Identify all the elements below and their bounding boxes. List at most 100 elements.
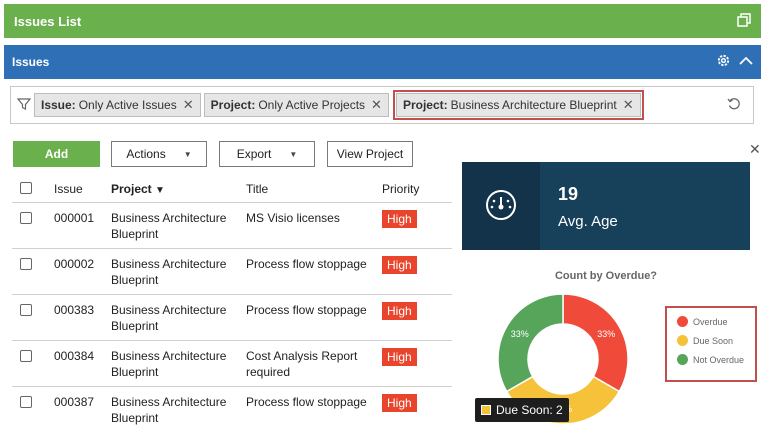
remove-filter-close-icon[interactable]: ✕	[182, 97, 194, 112]
filter-bar: Issue: Only Active Issues ✕ Project: Onl…	[10, 86, 754, 124]
filter-chip-value: Only Active Projects	[258, 98, 366, 112]
export-dropdown[interactable]: Export ▼	[219, 141, 315, 167]
tooltip-text: Due Soon: 2	[496, 403, 563, 417]
page-header: Issues List	[4, 4, 761, 38]
legend-item-overdue[interactable]: Overdue	[677, 316, 755, 327]
row-checkbox[interactable]	[20, 303, 32, 316]
filter-chip-key: Project:	[210, 98, 256, 112]
column-header-priority[interactable]: Priority	[382, 181, 420, 196]
export-label: Export	[236, 147, 272, 161]
issue-title: Process flow stoppage	[240, 247, 376, 294]
legend-label: Not Overdue	[693, 354, 745, 365]
issue-id[interactable]: 000384	[48, 339, 105, 386]
legend-swatch	[677, 354, 688, 365]
actions-dropdown[interactable]: Actions ▼	[111, 141, 207, 167]
table-row[interactable]: 000002 Business Architecture Blueprint P…	[12, 247, 452, 294]
issue-id[interactable]: 000002	[48, 247, 105, 294]
table-row[interactable]: 000383 Business Architecture Blueprint P…	[12, 293, 452, 340]
avg-age-kpi-card: 19 Avg. Age	[462, 162, 750, 250]
row-checkbox-cell	[12, 293, 48, 340]
filter-chip-value: Only Active Issues	[78, 98, 177, 112]
page-title: Issues List	[14, 13, 82, 29]
issues-table: Issue Project ▼ Title Priority 000001 Bu…	[12, 176, 452, 432]
panel-title: Issues	[12, 55, 50, 69]
priority-badge: High	[382, 393, 417, 412]
kpi-icon-box	[462, 162, 540, 250]
column-header-label: Project	[111, 181, 152, 196]
filter-chip-value: Business Architecture Blueprint	[450, 98, 617, 112]
priority-cell: High	[376, 293, 452, 340]
row-checkbox[interactable]	[20, 349, 32, 362]
settings-gear-icon[interactable]	[716, 53, 731, 71]
legend-swatch	[677, 316, 688, 327]
select-all-checkbox-cell	[12, 176, 48, 202]
priority-badge: High	[382, 301, 417, 320]
priority-cell: High	[376, 201, 452, 248]
issue-id[interactable]: 000383	[48, 293, 105, 340]
tooltip-swatch	[481, 405, 491, 415]
table-row[interactable]: 000001 Business Architecture Blueprint M…	[12, 201, 452, 248]
slice-overdue[interactable]	[562, 293, 629, 393]
close-panel-icon[interactable]: ✕	[749, 141, 761, 157]
issue-id[interactable]: 000387	[48, 385, 105, 432]
issue-title: MS Visio licenses	[240, 201, 376, 248]
remove-filter-close-icon[interactable]: ✕	[622, 97, 634, 112]
kpi-label: Avg. Age	[558, 213, 618, 230]
chart-title: Count by Overdue?	[554, 270, 658, 282]
project-name: Business Architecture Blueprint	[105, 339, 240, 386]
issue-title: Cost Analysis Report required	[240, 339, 376, 386]
collapse-chevron-up-icon[interactable]	[739, 55, 753, 69]
caret-down-icon: ▼	[289, 149, 298, 159]
row-checkbox[interactable]	[20, 211, 32, 224]
overdue-donut-chart[interactable]: 33%33%33%	[493, 291, 633, 431]
filter-chip-key: Project:	[402, 98, 448, 112]
legend-item-not-overdue[interactable]: Not Overdue	[677, 354, 755, 365]
legend-item-due-soon[interactable]: Due Soon	[677, 335, 755, 346]
priority-badge: High	[382, 347, 417, 366]
issue-title: Process flow stoppage	[240, 293, 376, 340]
row-checkbox-cell	[12, 385, 48, 432]
row-checkbox-cell	[12, 339, 48, 386]
column-header-title[interactable]: Title	[246, 181, 269, 196]
legend-swatch	[677, 335, 688, 346]
filter-chip-key: Issue:	[41, 98, 76, 112]
table-row[interactable]: 000387 Business Architecture Blueprint P…	[12, 385, 452, 432]
legend-label: Overdue	[693, 316, 728, 327]
column-header-project[interactable]: Project ▼	[105, 176, 240, 202]
table-header-row: Issue Project ▼ Title Priority	[12, 176, 452, 202]
actions-label: Actions	[126, 147, 166, 161]
copy-icon[interactable]	[737, 12, 751, 30]
issue-id[interactable]: 000001	[48, 201, 105, 248]
chart-tooltip: Due Soon: 2	[475, 398, 569, 422]
caret-down-icon: ▼	[183, 149, 192, 159]
row-checkbox-cell	[12, 247, 48, 294]
issues-panel-header: Issues	[4, 45, 761, 79]
filter-chip-highlight: Project: Business Architecture Blueprint…	[392, 90, 644, 120]
priority-badge: High	[382, 209, 417, 228]
table-row[interactable]: 000384 Business Architecture Blueprint C…	[12, 339, 452, 386]
add-button[interactable]: Add	[13, 141, 100, 167]
view-project-button[interactable]: View Project	[327, 141, 413, 167]
column-header-issue[interactable]: Issue	[54, 181, 83, 196]
project-name: Business Architecture Blueprint	[105, 201, 240, 248]
priority-badge: High	[382, 255, 417, 274]
row-checkbox[interactable]	[20, 395, 32, 408]
priority-cell: High	[376, 247, 452, 294]
sort-desc-icon: ▼	[155, 184, 165, 196]
filter-funnel-icon[interactable]	[16, 97, 32, 114]
kpi-value: 19	[558, 184, 579, 204]
remove-filter-close-icon[interactable]: ✕	[371, 97, 382, 112]
chart-legend: Overdue Due Soon Not Overdue	[665, 306, 757, 382]
reset-filters-icon[interactable]	[727, 97, 747, 114]
slice-not-overdue[interactable]	[497, 293, 564, 393]
project-name: Business Architecture Blueprint	[105, 293, 240, 340]
filter-chip-active-projects[interactable]: Project: Only Active Projects ✕	[203, 93, 389, 117]
priority-cell: High	[376, 339, 452, 386]
issue-title: Process flow stoppage	[240, 385, 376, 432]
row-checkbox-cell	[12, 201, 48, 248]
filter-chip-project-blueprint[interactable]: Project: Business Architecture Blueprint…	[395, 93, 641, 117]
row-checkbox[interactable]	[20, 257, 32, 270]
select-all-checkbox[interactable]	[20, 182, 32, 195]
kpi-text: 19 Avg. Age	[540, 162, 618, 250]
filter-chip-active-issues[interactable]: Issue: Only Active Issues ✕	[34, 93, 201, 117]
